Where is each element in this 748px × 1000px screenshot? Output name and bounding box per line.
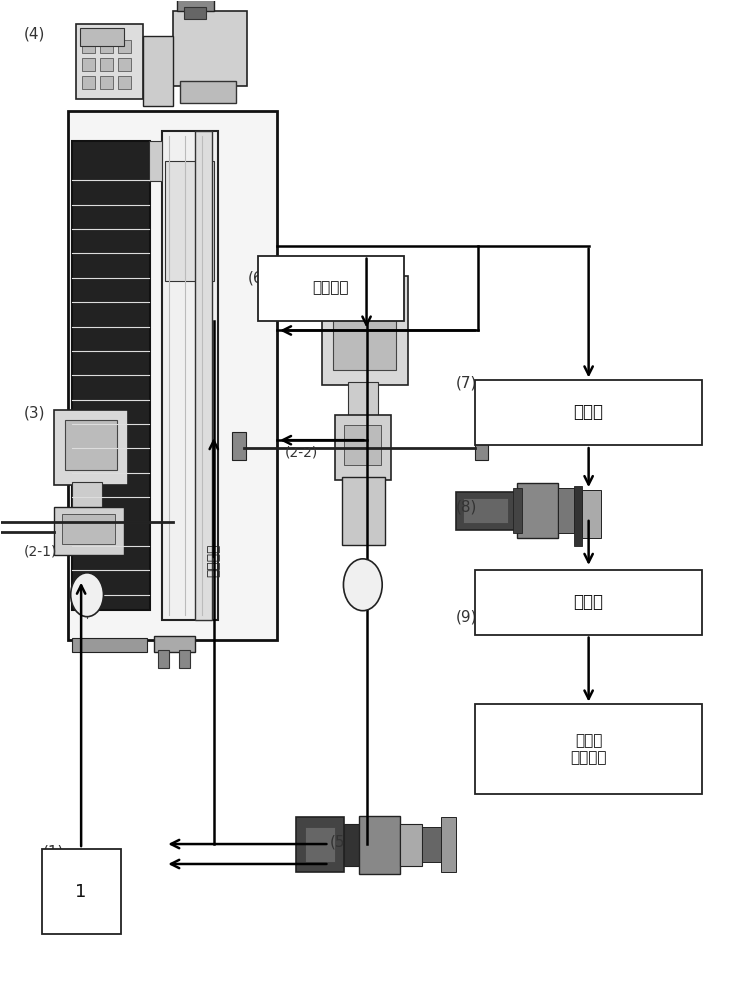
- Bar: [474, 380, 702, 445]
- Circle shape: [343, 559, 382, 611]
- Bar: [322, 276, 408, 385]
- Bar: [158, 650, 169, 668]
- Text: 含硬废水: 含硬废水: [313, 280, 349, 295]
- Bar: [165, 161, 214, 281]
- Bar: [99, 76, 113, 89]
- Text: 预膜回水: 预膜回水: [206, 543, 221, 577]
- Bar: [464, 498, 508, 523]
- Bar: [73, 482, 102, 510]
- Text: 用纯水
线路回水: 用纯水 线路回水: [571, 733, 607, 766]
- Text: 1: 1: [76, 883, 87, 901]
- Bar: [456, 492, 517, 530]
- Bar: [348, 382, 378, 420]
- Bar: [305, 827, 335, 862]
- Text: (4): (4): [24, 26, 45, 41]
- Bar: [82, 40, 95, 53]
- Bar: [512, 488, 521, 533]
- Bar: [143, 36, 173, 106]
- Bar: [342, 477, 385, 545]
- Bar: [99, 58, 113, 71]
- Bar: [582, 490, 601, 538]
- Bar: [73, 141, 150, 610]
- Bar: [79, 28, 124, 46]
- Bar: [359, 816, 400, 874]
- Bar: [180, 81, 236, 103]
- Bar: [149, 141, 162, 181]
- Bar: [344, 824, 361, 866]
- Text: (6): (6): [248, 271, 269, 286]
- Bar: [154, 636, 195, 652]
- Bar: [117, 58, 131, 71]
- Text: (9): (9): [456, 610, 477, 625]
- Bar: [259, 256, 404, 320]
- Bar: [73, 638, 147, 652]
- Bar: [400, 824, 423, 866]
- Bar: [333, 296, 396, 370]
- Text: (2-1): (2-1): [24, 545, 57, 559]
- Bar: [295, 817, 344, 872]
- Circle shape: [71, 573, 103, 617]
- Text: (3): (3): [24, 405, 45, 420]
- Bar: [441, 817, 456, 872]
- Bar: [474, 570, 702, 635]
- Bar: [344, 274, 385, 296]
- Bar: [334, 415, 391, 480]
- Bar: [69, 111, 277, 640]
- Bar: [63, 514, 114, 544]
- Bar: [162, 131, 218, 620]
- Bar: [574, 486, 582, 546]
- Bar: [117, 76, 131, 89]
- Bar: [99, 40, 113, 53]
- Bar: [82, 58, 95, 71]
- Bar: [474, 704, 702, 794]
- Bar: [179, 650, 190, 668]
- Bar: [173, 11, 248, 86]
- Bar: [517, 483, 558, 538]
- Bar: [54, 410, 128, 485]
- Bar: [177, 0, 214, 11]
- Bar: [474, 432, 488, 460]
- Text: (7): (7): [456, 375, 477, 390]
- Bar: [195, 131, 212, 620]
- Bar: [43, 849, 120, 934]
- Bar: [344, 425, 381, 465]
- Text: 硬水筒: 硬水筒: [574, 403, 604, 421]
- Bar: [423, 827, 441, 862]
- Bar: [65, 420, 117, 470]
- Text: (8): (8): [456, 500, 477, 515]
- Text: 过滤器: 过滤器: [574, 593, 604, 611]
- Bar: [558, 488, 574, 533]
- Text: (2-2): (2-2): [284, 445, 318, 459]
- Bar: [76, 24, 143, 99]
- Bar: [233, 432, 246, 460]
- Bar: [184, 7, 206, 19]
- Bar: [54, 507, 124, 555]
- Bar: [82, 76, 95, 89]
- Text: (1): (1): [43, 844, 64, 859]
- Bar: [117, 40, 131, 53]
- Text: (5): (5): [329, 834, 351, 849]
